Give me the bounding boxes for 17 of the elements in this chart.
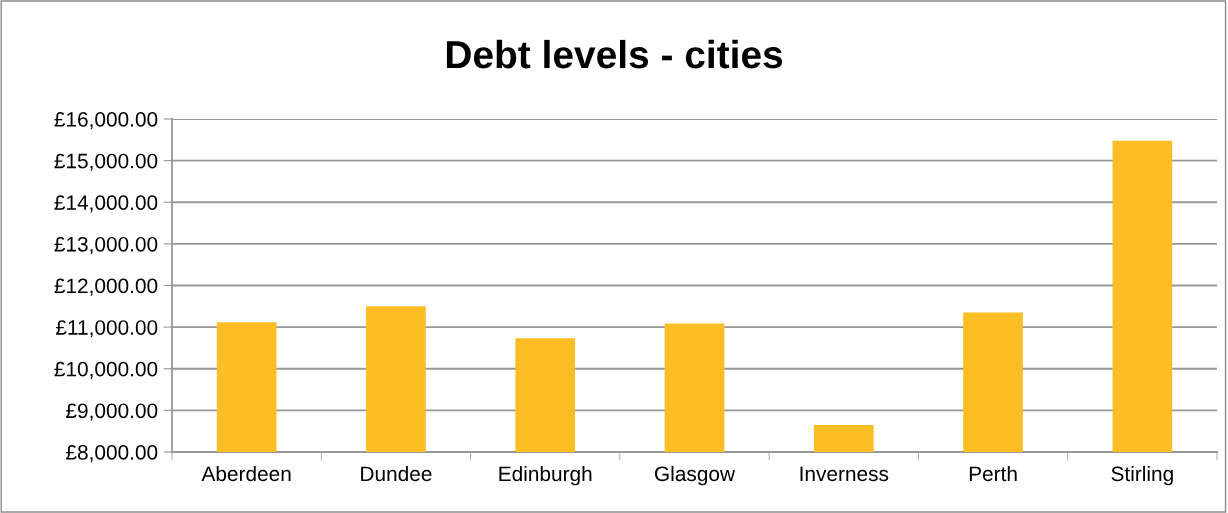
y-tick-label: £12,000.00 — [54, 278, 158, 296]
x-tick-label: Inverness — [800, 466, 889, 482]
x-tick-label: Stirling — [1111, 465, 1173, 486]
y-tick-label: £8,000.00 — [66, 445, 158, 463]
y-tick-label: £11,000.00 — [55, 320, 158, 338]
chart-title: Debt levels - cities — [446, 39, 783, 69]
x-tick-label: Aberdeen — [201, 465, 291, 482]
y-tick-label: £13,000.00 — [54, 236, 158, 255]
x-tick-label: Dundee — [361, 465, 432, 482]
y-tick-label: £10,000.00 — [54, 361, 158, 379]
x-tick-label: Perth — [969, 465, 1017, 482]
y-tick-label: £14,000.00 — [54, 195, 158, 213]
x-tick-label: Edinburgh — [499, 465, 592, 486]
y-tick-label: £9,000.00 — [66, 403, 158, 421]
y-tick-label: £16,000.00 — [54, 112, 158, 130]
y-tick-label: £15,000.00 — [54, 153, 158, 171]
x-tick-label: Glasgow — [655, 465, 736, 486]
